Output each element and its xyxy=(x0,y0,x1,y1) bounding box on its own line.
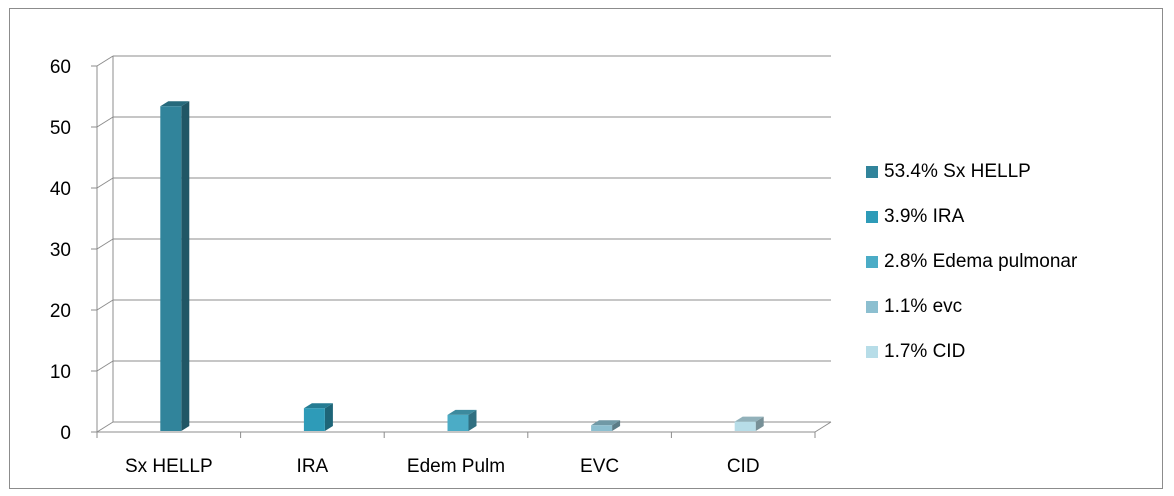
legend-item: 53.4% Sx HELLP xyxy=(866,149,1166,194)
bar-top xyxy=(160,101,190,107)
bar-top xyxy=(734,416,764,422)
bar-side xyxy=(755,416,764,431)
floor-edge xyxy=(814,421,832,433)
y-tick-label: 20 xyxy=(50,301,71,322)
chart-frame: 0 10 20 30 40 50 60 Sx HELLP IRA Edem Pulm EVC CID … xyxy=(9,8,1163,489)
legend-label: 53.4% Sx HELLP xyxy=(884,160,1031,182)
legend: 53.4% Sx HELLP 3.9% IRA 2.8% Edema pulmo… xyxy=(866,149,1166,374)
legend-item: 1.7% CID xyxy=(866,329,1166,374)
legend-item: 3.9% IRA xyxy=(866,194,1166,239)
bar xyxy=(734,421,756,431)
bar-top xyxy=(447,409,477,415)
gridline-side xyxy=(96,177,114,189)
gridline-side xyxy=(96,116,114,128)
legend-swatch xyxy=(866,300,878,313)
y-tick-label: 60 xyxy=(50,57,71,78)
legend-swatch xyxy=(866,255,878,268)
legend-swatch xyxy=(866,345,878,358)
x-tick-label: Edem Pulm xyxy=(407,456,505,477)
legend-item: 2.8% Edema pulmonar xyxy=(866,239,1166,284)
bar xyxy=(591,425,613,431)
bar-side xyxy=(324,403,333,431)
legend-label: 1.1% evc xyxy=(884,295,963,317)
bar-top xyxy=(591,420,621,426)
bar-side xyxy=(468,409,477,431)
y-tick-label: 30 xyxy=(50,240,71,261)
gridline-side xyxy=(96,360,114,372)
x-tick-label: IRA xyxy=(297,456,329,477)
bar xyxy=(303,408,325,431)
gridline-side xyxy=(96,55,114,67)
bar-side xyxy=(612,420,621,431)
legend-swatch xyxy=(866,210,878,223)
x-tick-label: EVC xyxy=(580,456,619,477)
gridline-side xyxy=(96,421,114,433)
legend-label: 1.7% CID xyxy=(884,340,966,362)
y-tick-label: 40 xyxy=(50,179,71,200)
gridline-side xyxy=(96,238,114,250)
x-tick-label: Sx HELLP xyxy=(125,456,213,477)
bar-side xyxy=(181,101,190,431)
y-tick-label: 0 xyxy=(60,423,71,444)
bar-top xyxy=(303,403,333,409)
bar xyxy=(160,106,182,431)
bar-chart: 0 10 20 30 40 50 60 Sx HELLP IRA Edem Pulm EVC CID xyxy=(50,55,832,477)
y-tick-label: 50 xyxy=(50,118,71,139)
legend-swatch xyxy=(866,165,878,178)
x-tick-label: CID xyxy=(727,456,760,477)
y-tick-label: 10 xyxy=(50,362,71,383)
legend-item: 1.1% evc xyxy=(866,284,1166,329)
gridline-side xyxy=(96,299,114,311)
legend-label: 3.9% IRA xyxy=(884,205,965,227)
bar xyxy=(447,414,469,431)
legend-label: 2.8% Edema pulmonar xyxy=(884,250,1078,272)
